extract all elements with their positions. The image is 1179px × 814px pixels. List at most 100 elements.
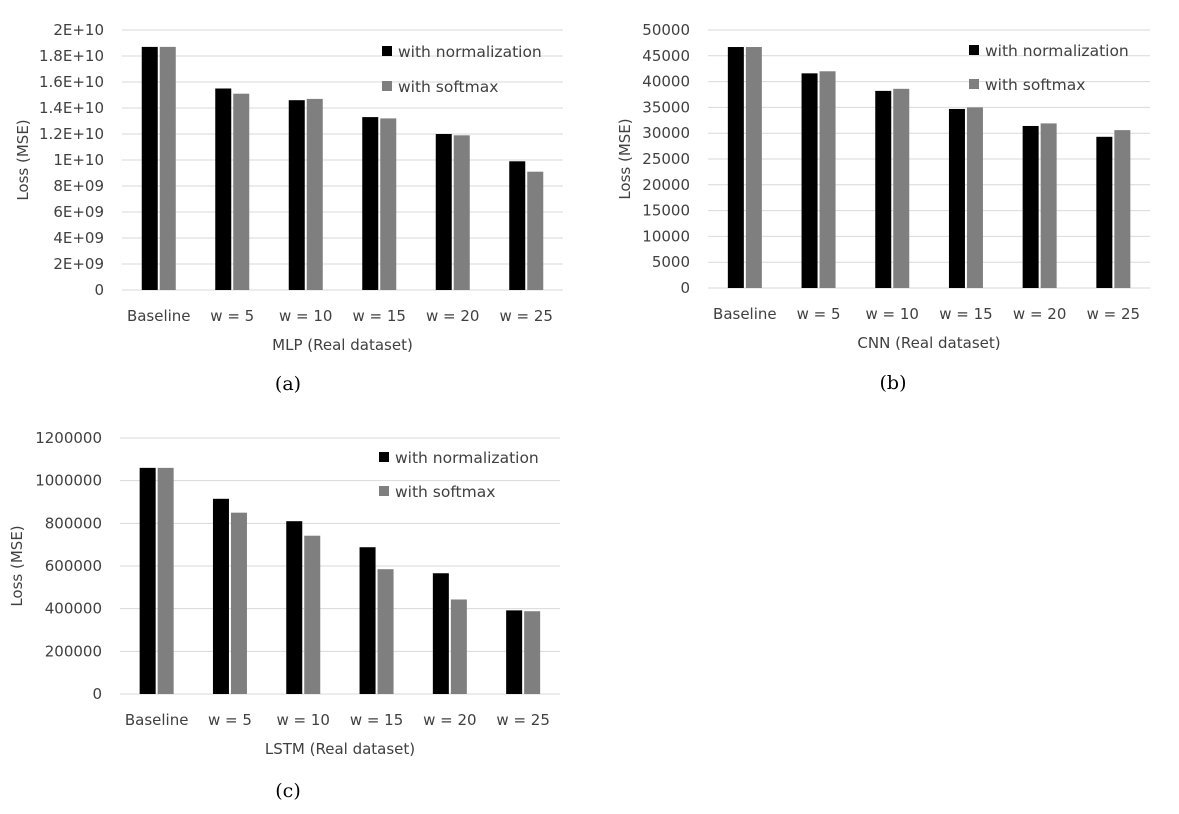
- y-tick-label: 35000: [642, 98, 690, 116]
- x-tick-label: Baseline: [127, 307, 191, 325]
- y-tick-label: 1.4E+10: [39, 99, 104, 117]
- y-tick-label: 10000: [642, 227, 690, 245]
- y-tick-label: 1E+10: [53, 151, 104, 169]
- bar-normalization: [506, 610, 523, 694]
- y-tick-label: 8E+09: [53, 177, 104, 195]
- legend-label: with normalization: [395, 449, 539, 467]
- y-tick-label: 1200000: [35, 429, 102, 447]
- bar-normalization: [288, 100, 305, 290]
- bar-normalization: [875, 90, 892, 288]
- bar-softmax: [304, 535, 321, 694]
- bar-softmax: [380, 118, 397, 291]
- y-tick-label: 400000: [45, 600, 102, 618]
- legend-label: with normalization: [985, 42, 1129, 60]
- y-tick-label: 0: [92, 685, 102, 703]
- y-tick-label: 40000: [642, 73, 690, 91]
- bar-normalization: [801, 73, 818, 289]
- bar-softmax: [450, 599, 467, 694]
- x-tick-label: w = 25: [496, 711, 549, 729]
- bar-softmax: [819, 71, 836, 288]
- bar-softmax: [966, 107, 983, 289]
- x-tick-label: w = 10: [277, 711, 330, 729]
- y-tick-label: 5000: [652, 253, 690, 271]
- y-tick-label: 600000: [45, 557, 102, 575]
- bar-softmax: [1114, 130, 1131, 288]
- legend-swatch-softmax: [382, 81, 392, 91]
- bar-normalization: [1096, 136, 1113, 288]
- y-tick-label: 1.8E+10: [39, 47, 104, 65]
- bar-softmax: [453, 135, 470, 290]
- x-axis-title: MLP (Real dataset): [272, 336, 413, 354]
- chart-panel-mlp: 0 2E+09 4E+09 6E+09 8E+09 1E+10 1.2E+10 1.4E+10…: [14, 21, 563, 395]
- y-tick-label: 0: [680, 279, 690, 297]
- bar-softmax: [230, 512, 247, 694]
- y-tick-label: 2E+10: [53, 21, 104, 39]
- y-tick-label: 45000: [642, 47, 690, 65]
- panel-caption: (a): [275, 373, 301, 395]
- bar-softmax: [233, 93, 250, 290]
- x-axis-title: LSTM (Real dataset): [265, 740, 415, 758]
- panel-caption: (c): [275, 780, 300, 802]
- y-tick-label: 50000: [642, 21, 690, 39]
- legend-label: with normalization: [398, 43, 542, 61]
- x-tick-label: w = 20: [426, 307, 479, 325]
- bar-normalization: [509, 161, 526, 290]
- legend-label: with softmax: [985, 76, 1085, 94]
- y-axis-title: Loss (MSE): [14, 119, 32, 200]
- y-tick-label: 1.6E+10: [39, 73, 104, 91]
- bar-normalization: [948, 108, 965, 288]
- bar-normalization: [1022, 125, 1039, 288]
- x-tick-label: w = 5: [797, 305, 841, 323]
- y-tick-label: 2E+09: [53, 255, 104, 273]
- y-tick-label: 0: [94, 281, 104, 299]
- legend: with normalization with softmax: [379, 449, 539, 501]
- x-tick-label: w = 25: [500, 307, 553, 325]
- legend-label: with softmax: [398, 78, 498, 96]
- bar-normalization: [727, 47, 744, 288]
- y-tick-label: 200000: [45, 642, 102, 660]
- bar-softmax: [527, 171, 544, 290]
- x-tick-label: w = 5: [210, 307, 254, 325]
- chart-panel-lstm: 0 200000 400000 600000 800000 1000000 1200000 B…: [8, 429, 560, 802]
- x-tick-label: Baseline: [125, 711, 189, 729]
- x-tick-label: w = 10: [279, 307, 332, 325]
- legend-label: with softmax: [395, 483, 495, 501]
- panel-caption: (b): [880, 372, 907, 394]
- bar-normalization: [286, 521, 303, 694]
- bar-softmax: [1040, 123, 1057, 288]
- bar-softmax: [377, 569, 394, 694]
- bar-softmax: [745, 47, 762, 288]
- bar-normalization: [139, 467, 156, 694]
- x-tick-label: w = 10: [866, 305, 919, 323]
- y-axis-title: Loss (MSE): [8, 525, 26, 606]
- bar-normalization: [432, 573, 449, 694]
- x-tick-label: w = 20: [423, 711, 476, 729]
- y-tick-label: 6E+09: [53, 203, 104, 221]
- x-tick-label: w = 15: [350, 711, 403, 729]
- x-tick-label: Baseline: [713, 305, 777, 323]
- bar-normalization: [215, 88, 232, 290]
- legend-swatch-normalization: [382, 46, 392, 56]
- bar-normalization: [362, 117, 379, 290]
- x-tick-label: w = 20: [1013, 305, 1066, 323]
- bar-softmax: [893, 88, 910, 288]
- x-tick-label: w = 15: [939, 305, 992, 323]
- legend-swatch-normalization: [379, 452, 389, 462]
- bar-normalization: [359, 547, 376, 694]
- y-tick-label: 4E+09: [53, 229, 104, 247]
- bar-softmax: [524, 611, 541, 694]
- legend: with normalization with softmax: [969, 42, 1129, 94]
- bar-softmax: [306, 98, 323, 291]
- x-tick-label: w = 5: [208, 711, 252, 729]
- bar-softmax: [157, 467, 174, 694]
- x-tick-label: w = 15: [353, 307, 406, 325]
- bar-softmax: [159, 46, 176, 291]
- bar-normalization: [212, 498, 229, 694]
- y-axis-title: Loss (MSE): [616, 118, 634, 199]
- legend-swatch-softmax: [969, 79, 979, 89]
- legend-swatch-softmax: [379, 486, 389, 496]
- legend-swatch-normalization: [969, 45, 979, 55]
- y-tick-label: 15000: [642, 202, 690, 220]
- x-axis-title: CNN (Real dataset): [857, 334, 1000, 352]
